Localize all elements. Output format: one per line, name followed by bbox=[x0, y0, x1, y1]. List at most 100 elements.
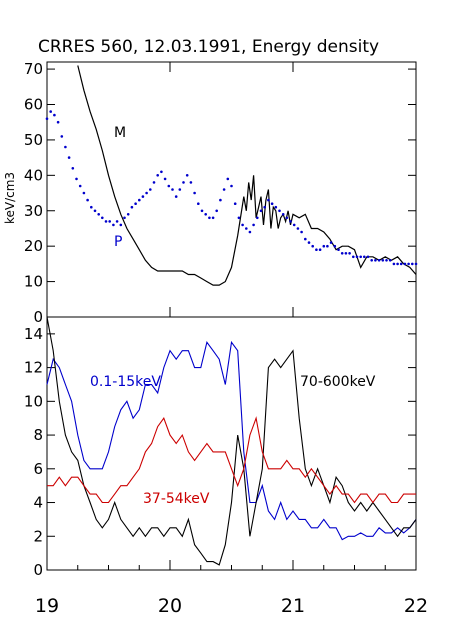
series-p-point bbox=[104, 220, 108, 223]
series-p-point bbox=[53, 113, 56, 117]
series-p-point bbox=[174, 195, 178, 198]
series-p-point bbox=[355, 255, 359, 259]
series-p-point bbox=[208, 216, 211, 220]
series-p-point bbox=[219, 198, 222, 202]
series-p-point bbox=[160, 170, 163, 174]
series-p-point bbox=[86, 198, 89, 202]
series-p-point bbox=[56, 120, 60, 124]
series-p-point bbox=[263, 205, 267, 209]
series-p-point bbox=[281, 213, 285, 216]
series-p-point bbox=[97, 213, 100, 216]
series-p-point bbox=[182, 181, 185, 184]
series-p-point bbox=[278, 209, 281, 213]
top-ytick-label-70: 70 bbox=[24, 60, 43, 78]
series-p-point bbox=[141, 195, 145, 198]
series-p-point bbox=[115, 220, 119, 223]
series-p-point bbox=[193, 191, 196, 195]
bottom-ytick-label-6: 6 bbox=[33, 460, 43, 478]
series-p-point bbox=[64, 145, 67, 149]
series-p-point bbox=[82, 191, 86, 195]
series-p-point bbox=[396, 262, 399, 266]
series-p-point bbox=[138, 198, 141, 202]
bottom-ytick-label-8: 8 bbox=[33, 426, 43, 444]
series-m-line bbox=[77, 65, 417, 286]
top-y-axis-label: keV/cm3 bbox=[3, 172, 17, 224]
series-70-600kev-line bbox=[46, 316, 417, 566]
series-p-point bbox=[245, 227, 248, 230]
series-p-point bbox=[200, 209, 204, 213]
series-p-point bbox=[370, 259, 374, 262]
series-p-point bbox=[134, 202, 137, 205]
series-p-point bbox=[60, 135, 64, 138]
series-p-point bbox=[318, 248, 322, 251]
xtick-label-20: 20 bbox=[158, 595, 182, 617]
top-ytick-label-20: 20 bbox=[24, 237, 43, 255]
top-ytick-label-40: 40 bbox=[24, 166, 43, 184]
series-p-point bbox=[215, 209, 218, 213]
series-p-point bbox=[189, 181, 193, 184]
series-p-point bbox=[255, 216, 259, 220]
series-p-point bbox=[385, 259, 388, 262]
annotation-m: M bbox=[114, 125, 126, 141]
series-p-point bbox=[377, 259, 381, 262]
series-p-point bbox=[259, 209, 263, 213]
series-p-point bbox=[241, 223, 244, 227]
series-p-point bbox=[123, 216, 126, 220]
series-p-point bbox=[307, 241, 311, 244]
series-p-point bbox=[363, 255, 366, 259]
bottom-ytick-label-10: 10 bbox=[24, 392, 43, 410]
series-p-point bbox=[108, 220, 111, 223]
top-ytick-label-30: 30 bbox=[24, 202, 43, 220]
series-p-point bbox=[333, 244, 337, 248]
series-p-point bbox=[374, 259, 377, 262]
series-p-point bbox=[311, 244, 315, 248]
series-p-point bbox=[101, 216, 104, 220]
series-p-point bbox=[399, 262, 403, 266]
series-p-point bbox=[93, 209, 97, 213]
annotation-37-54kev: 37-54keV bbox=[143, 491, 210, 507]
series-p-point bbox=[145, 191, 148, 195]
top-ytick-label-0: 0 bbox=[33, 308, 43, 326]
series-p-point bbox=[90, 205, 93, 209]
bottom-ytick-label-2: 2 bbox=[33, 527, 43, 545]
annotation-p: P bbox=[114, 234, 122, 250]
series-p-point bbox=[381, 259, 385, 262]
series-p-point bbox=[204, 213, 207, 216]
series-p-point bbox=[359, 255, 363, 259]
series-p-point bbox=[366, 255, 370, 259]
series-p-point bbox=[156, 174, 159, 177]
series-p-point bbox=[237, 216, 241, 220]
series-p-point bbox=[304, 237, 307, 241]
series-p-point bbox=[414, 262, 418, 266]
series-p-point bbox=[119, 223, 123, 227]
bottom-panel-frame bbox=[46, 316, 417, 571]
series-p-point bbox=[130, 205, 134, 209]
series-p-point bbox=[407, 262, 410, 266]
series-p-point bbox=[78, 184, 82, 188]
series-p-point bbox=[49, 110, 52, 113]
bottom-ytick-label-4: 4 bbox=[33, 494, 43, 512]
series-p-point bbox=[322, 244, 326, 248]
series-p-point bbox=[274, 205, 278, 209]
series-p-point bbox=[45, 117, 49, 120]
series-p-point bbox=[230, 184, 233, 188]
series-p-point bbox=[315, 248, 318, 251]
series-p-point bbox=[285, 216, 289, 220]
series-p-point bbox=[178, 188, 182, 191]
series-37-54kev-line bbox=[47, 416, 416, 504]
series-p-point bbox=[300, 230, 303, 234]
series-p-point bbox=[171, 188, 174, 191]
chart-title: CRRES 560, 12.03.1991, Energy density bbox=[38, 37, 379, 57]
top-ytick-label-10: 10 bbox=[24, 273, 43, 291]
series-p-point bbox=[197, 202, 200, 205]
series-p-point bbox=[252, 223, 255, 227]
series-0.1-15kev-line bbox=[46, 340, 417, 541]
annotation-70-600kev: 70-600keV bbox=[300, 374, 376, 390]
series-p-point bbox=[292, 223, 296, 227]
series-p-point bbox=[392, 262, 396, 266]
bottom-ytick-label-0: 0 bbox=[33, 561, 43, 579]
series-p-point bbox=[152, 181, 156, 184]
top-ytick-label-50: 50 bbox=[24, 131, 43, 149]
series-p-point bbox=[270, 202, 274, 205]
